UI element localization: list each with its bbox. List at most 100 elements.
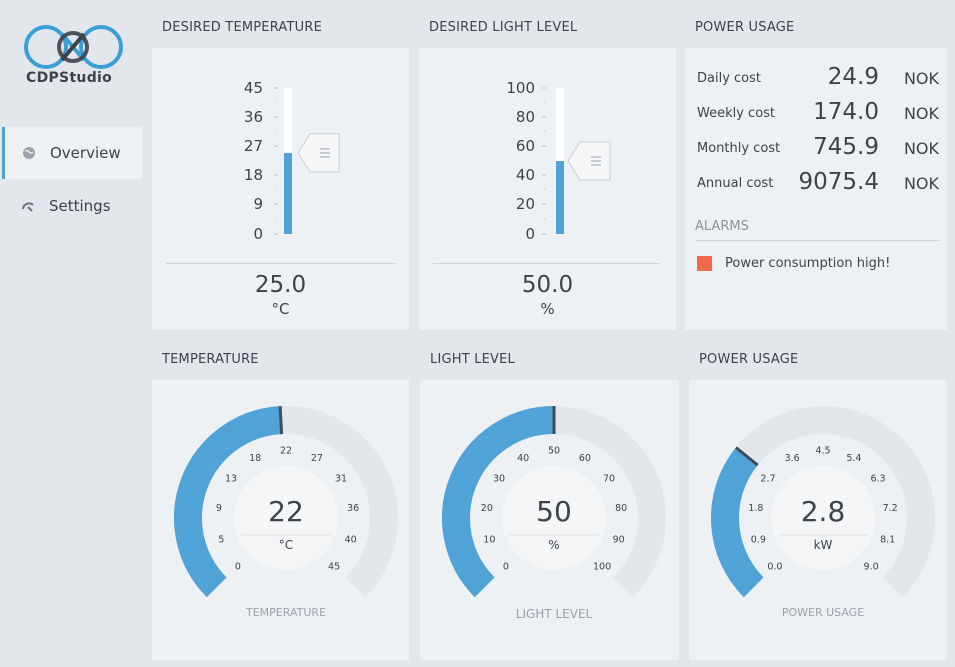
temperature-gauge: 0 5 9 13 18 22 27 31 36 40 45 <box>174 406 398 598</box>
tick-label: 45 <box>243 79 263 97</box>
tick-label: 0 <box>525 225 535 243</box>
cost-value: 174.0 <box>813 99 879 125</box>
cost-value: 745.9 <box>813 134 879 160</box>
alarm-text: Power consumption high! <box>725 256 891 271</box>
gauge-caption: TEMPERATURE <box>246 606 326 619</box>
cdp-logo <box>24 25 123 69</box>
gauge-tick-label: 9.0 <box>864 562 879 573</box>
gauge-center <box>502 466 606 570</box>
gauge-caption: LIGHT LEVEL <box>515 607 593 621</box>
tick-label: 18 <box>243 166 263 184</box>
temperature-gauge-panel: TEMPERATURE 0 5 9 13 18 22 27 31 36 40 45 22 °C TE… <box>152 340 409 660</box>
slider-handle <box>567 141 611 181</box>
tick-label: 27 <box>243 137 263 155</box>
gauge-tick-label: 100 <box>593 562 611 573</box>
tick-label: 40 <box>515 166 535 184</box>
sidebar-item-label: Settings <box>49 197 111 215</box>
panel-title: DESIRED TEMPERATURE <box>162 20 323 35</box>
gauge-value: 2.8 <box>800 495 846 528</box>
desired-light-value: 50.0 <box>521 272 574 298</box>
gauge-tick-label: 7.2 <box>883 503 898 514</box>
gauge-needle <box>735 446 759 467</box>
cost-unit: NOK <box>903 104 939 123</box>
gauge-value-arc <box>174 406 282 598</box>
slider-fill <box>284 152 292 234</box>
divider <box>433 263 660 264</box>
gauge-needle <box>278 406 284 435</box>
gauge-center <box>234 466 338 570</box>
gauge-value-arc <box>442 406 555 598</box>
light-gauge-panel: LIGHT LEVEL 0 10 20 30 40 50 60 70 80 90 100 50 % … <box>420 340 679 660</box>
panel-title: POWER USAGE <box>699 352 799 367</box>
gauge-tick-label: 13 <box>225 474 237 485</box>
gauge-tick-label: 18 <box>249 453 261 464</box>
gauge-tick-label: 0 <box>503 562 509 573</box>
cost-label: Monthly cost <box>697 141 781 156</box>
tick-label: 80 <box>515 108 535 126</box>
gauge-tick-label: 50 <box>548 446 560 457</box>
gauge-tick-label: 3.6 <box>785 453 800 464</box>
gauge-tick-label: 90 <box>613 535 625 546</box>
gauge-tick-label: 0.0 <box>767 562 782 573</box>
desired-light-panel: DESIRED LIGHT LEVEL 100 80 60 40 20 0 50… <box>419 8 676 330</box>
desired-light-unit: % <box>540 300 555 318</box>
temperature-slider[interactable] <box>270 86 370 236</box>
alarm-indicator <box>697 256 712 271</box>
cost-row-weekly: Weekly cost 174.0 NOK <box>697 99 939 129</box>
gauge-tick-label: 6.3 <box>870 474 885 485</box>
gauge-tick-label: 5.4 <box>846 453 861 464</box>
cost-label: Daily cost <box>697 71 761 86</box>
gauge-unit: °C <box>278 538 294 552</box>
cost-label: Annual cost <box>697 176 774 191</box>
desired-temperature-panel: DESIRED TEMPERATURE 45 36 27 18 9 0 25.0… <box>152 8 409 330</box>
desired-temperature-value: 25.0 <box>254 272 307 298</box>
divider <box>695 240 939 241</box>
cost-unit: NOK <box>903 139 939 158</box>
gauge-icon <box>22 202 34 212</box>
power-gauge: 0.0 0.9 1.8 2.7 3.6 4.5 5.4 6.3 7.2 8.1 9.0 <box>711 406 935 598</box>
sidebar-item-label: Overview <box>50 144 121 162</box>
slider-handle <box>297 133 340 173</box>
cost-row-annual: Annual cost 9075.4 NOK <box>697 169 939 199</box>
light-gauge: 0 10 20 30 40 50 60 70 80 90 100 <box>442 406 666 598</box>
divider <box>166 263 395 264</box>
gauge-tick-label: 31 <box>335 474 347 485</box>
cost-unit: NOK <box>903 174 939 193</box>
tick-label: 60 <box>515 137 535 155</box>
cost-unit: NOK <box>903 69 939 88</box>
light-slider[interactable] <box>542 86 642 236</box>
gauge-value: 50 <box>536 495 572 528</box>
logo-text: CDPStudio <box>26 70 113 86</box>
panel-title: LIGHT LEVEL <box>430 352 516 367</box>
desired-temperature-unit: °C <box>271 300 290 318</box>
gauge-caption: POWER USAGE <box>781 606 865 619</box>
gauge-value: 22 <box>268 495 304 528</box>
sidebar-item-overview[interactable]: Overview <box>2 127 142 179</box>
gauge-tick-label: 20 <box>481 503 493 514</box>
tick-label: 20 <box>515 195 535 213</box>
cost-row-daily: Daily cost 24.9 NOK <box>697 64 939 94</box>
gauge-value-arc <box>711 447 764 598</box>
gauge-tick-label: 60 <box>579 453 591 464</box>
gauge-tick-label: 1.8 <box>748 503 763 514</box>
power-usage-panel: POWER USAGE Daily cost 24.9 NOK Weekly c… <box>685 8 947 330</box>
panel-title: POWER USAGE <box>695 20 795 35</box>
gauge-tick-label: 40 <box>517 453 529 464</box>
panel-title: TEMPERATURE <box>162 352 259 367</box>
gauge-tick-label: 10 <box>483 535 495 546</box>
tick-label: 9 <box>253 195 263 213</box>
gauge-tick-label: 2.7 <box>760 474 775 485</box>
cost-row-monthly: Monthly cost 745.9 NOK <box>697 134 939 164</box>
sidebar-item-settings[interactable]: Settings <box>4 180 142 232</box>
gauge-tick-label: 45 <box>328 562 340 573</box>
tick-label: 100 <box>506 79 535 97</box>
gauge-tick-label: 0.9 <box>751 535 766 546</box>
slider-fill <box>556 161 564 234</box>
gauge-tick-label: 4.5 <box>815 446 830 457</box>
cost-value: 9075.4 <box>798 169 879 195</box>
alarms-heading: ALARMS <box>695 219 749 234</box>
gauge-tick-label: 9 <box>216 503 222 514</box>
tick-label: 36 <box>243 108 263 126</box>
gauge-tick-label: 70 <box>603 474 615 485</box>
gauge-tick-label: 30 <box>493 474 505 485</box>
